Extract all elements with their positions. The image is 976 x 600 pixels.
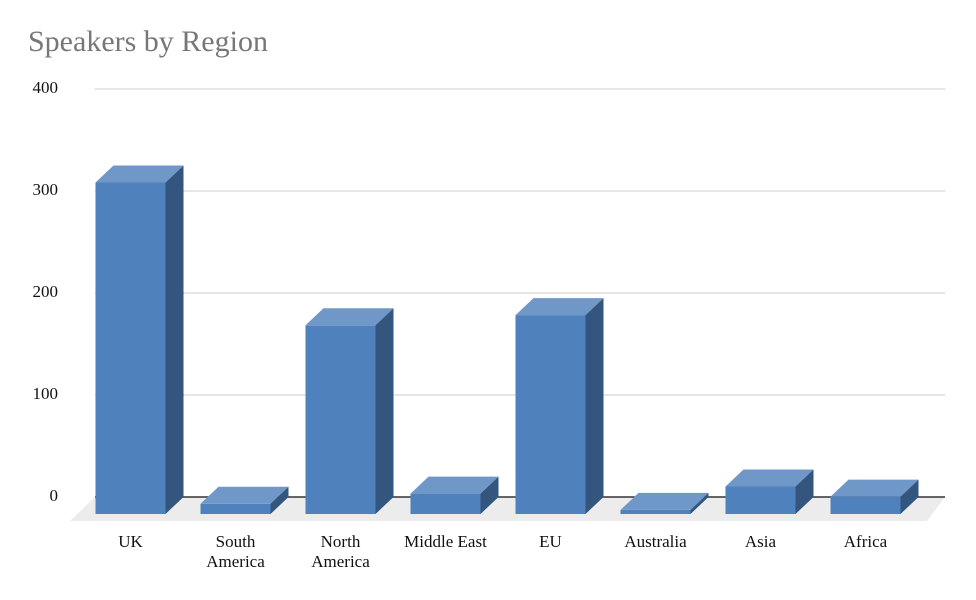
- bar-top: [200, 486, 289, 504]
- bar: [620, 492, 709, 514]
- bar-front: [725, 486, 796, 514]
- bar: [725, 469, 814, 514]
- bar-side: [480, 476, 499, 514]
- bar-top: [620, 492, 709, 510]
- bar: [410, 476, 499, 514]
- bar-side: [795, 469, 814, 514]
- x-tick-label: Australia: [624, 532, 687, 551]
- bar: [830, 479, 919, 514]
- y-tick-label: 400: [33, 78, 59, 97]
- x-tick-label: South America: [206, 532, 265, 571]
- bar-front: [95, 182, 166, 514]
- bar-top: [725, 469, 814, 487]
- bar-side: [900, 479, 919, 514]
- x-tick-label: UK: [118, 532, 143, 551]
- bar-side: [270, 486, 289, 514]
- y-tick-label: 300: [33, 180, 59, 199]
- y-tick-label: 100: [33, 384, 59, 403]
- x-tick-label: Africa: [844, 532, 888, 551]
- bar-front: [200, 503, 271, 514]
- x-tick-label: Asia: [745, 532, 777, 551]
- bar-top: [410, 476, 499, 494]
- bar: [200, 486, 289, 514]
- bar-side: [375, 308, 394, 514]
- bar-top: [95, 165, 184, 183]
- bar-front: [305, 325, 376, 514]
- bar-front: [620, 509, 691, 514]
- bar: [515, 298, 604, 514]
- bar-top: [305, 308, 394, 326]
- bar: [305, 308, 394, 514]
- bar-top: [515, 298, 604, 316]
- y-tick-label: 200: [33, 282, 59, 301]
- bar-side: [165, 165, 184, 514]
- bar-front: [515, 315, 586, 514]
- bar-side: [690, 492, 709, 514]
- x-tick-label: North America: [311, 532, 370, 571]
- bar-front: [410, 493, 481, 514]
- x-tick-label: Middle East: [404, 532, 487, 551]
- bar-side: [585, 298, 604, 514]
- x-tick-label: EU: [539, 532, 562, 551]
- bar-front: [830, 496, 901, 514]
- chart-title: Speakers by Region: [28, 25, 268, 58]
- bar-top: [830, 479, 919, 497]
- y-tick-label: 0: [50, 486, 59, 505]
- bar: [95, 165, 184, 514]
